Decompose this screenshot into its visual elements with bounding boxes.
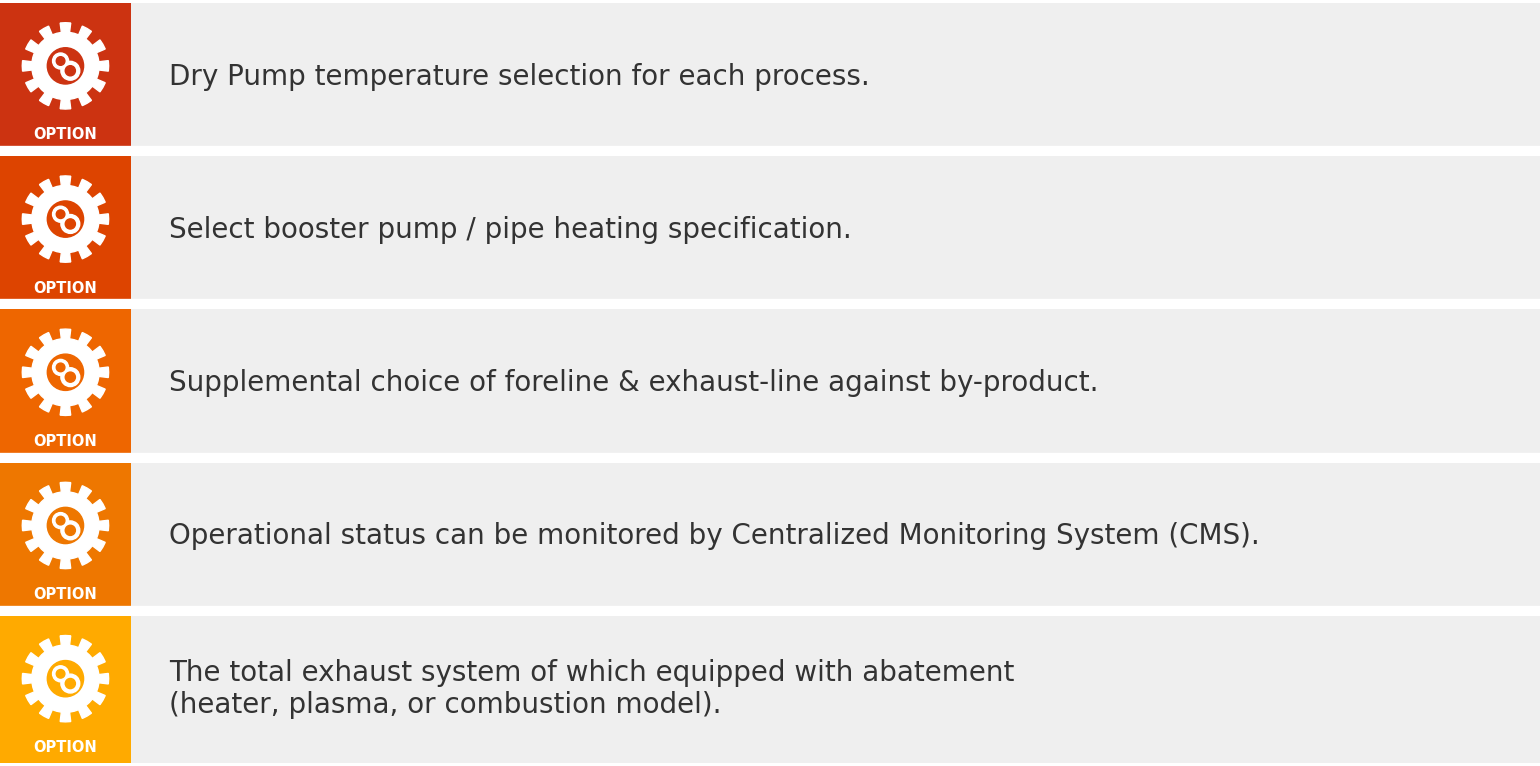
FancyBboxPatch shape [0,616,131,763]
Polygon shape [22,636,109,722]
Circle shape [65,372,75,382]
Text: (heater, plasma, or combustion model).: (heater, plasma, or combustion model). [169,692,722,719]
Polygon shape [59,518,72,533]
Circle shape [48,507,83,544]
Polygon shape [22,329,109,415]
Text: The total exhaust system of which equipped with abatement: The total exhaust system of which equipp… [169,660,1015,687]
Polygon shape [22,176,109,262]
Circle shape [52,512,69,529]
Text: OPTION: OPTION [34,280,97,296]
Polygon shape [59,365,72,380]
Text: Supplemental choice of foreline & exhaust-line against by-product.: Supplemental choice of foreline & exhaus… [169,369,1100,397]
Text: OPTION: OPTION [34,434,97,449]
Circle shape [57,669,65,678]
Text: Dry Pump temperature selection for each process.: Dry Pump temperature selection for each … [169,63,870,90]
Circle shape [57,516,65,525]
Circle shape [62,214,80,234]
Circle shape [52,666,69,682]
Circle shape [48,660,83,697]
Circle shape [52,53,69,69]
Circle shape [52,359,69,375]
Text: Operational status can be monitored by Centralized Monitoring System (CMS).: Operational status can be monitored by C… [169,522,1260,550]
Polygon shape [59,671,72,686]
FancyBboxPatch shape [0,463,1540,610]
Circle shape [62,674,80,693]
FancyBboxPatch shape [0,3,1540,150]
Polygon shape [22,23,109,109]
Circle shape [65,525,75,535]
FancyBboxPatch shape [0,309,131,457]
Circle shape [62,61,80,80]
Text: OPTION: OPTION [34,127,97,142]
Circle shape [62,368,80,387]
Circle shape [52,206,69,222]
FancyBboxPatch shape [0,156,1540,303]
Circle shape [65,679,75,689]
Text: Select booster pump / pipe heating specification.: Select booster pump / pipe heating speci… [169,216,852,244]
FancyBboxPatch shape [0,309,1540,457]
Circle shape [65,66,75,76]
Circle shape [57,210,65,218]
Polygon shape [59,58,72,74]
Circle shape [48,201,83,237]
Polygon shape [22,483,109,568]
FancyBboxPatch shape [0,463,131,610]
Text: OPTION: OPTION [34,587,97,602]
Circle shape [57,363,65,372]
FancyBboxPatch shape [0,3,131,150]
FancyBboxPatch shape [0,616,1540,763]
Polygon shape [59,211,72,227]
Text: OPTION: OPTION [34,740,97,755]
Circle shape [48,47,83,84]
Circle shape [62,521,80,540]
Circle shape [48,354,83,391]
Circle shape [65,219,75,229]
Circle shape [57,57,65,65]
FancyBboxPatch shape [0,156,131,303]
